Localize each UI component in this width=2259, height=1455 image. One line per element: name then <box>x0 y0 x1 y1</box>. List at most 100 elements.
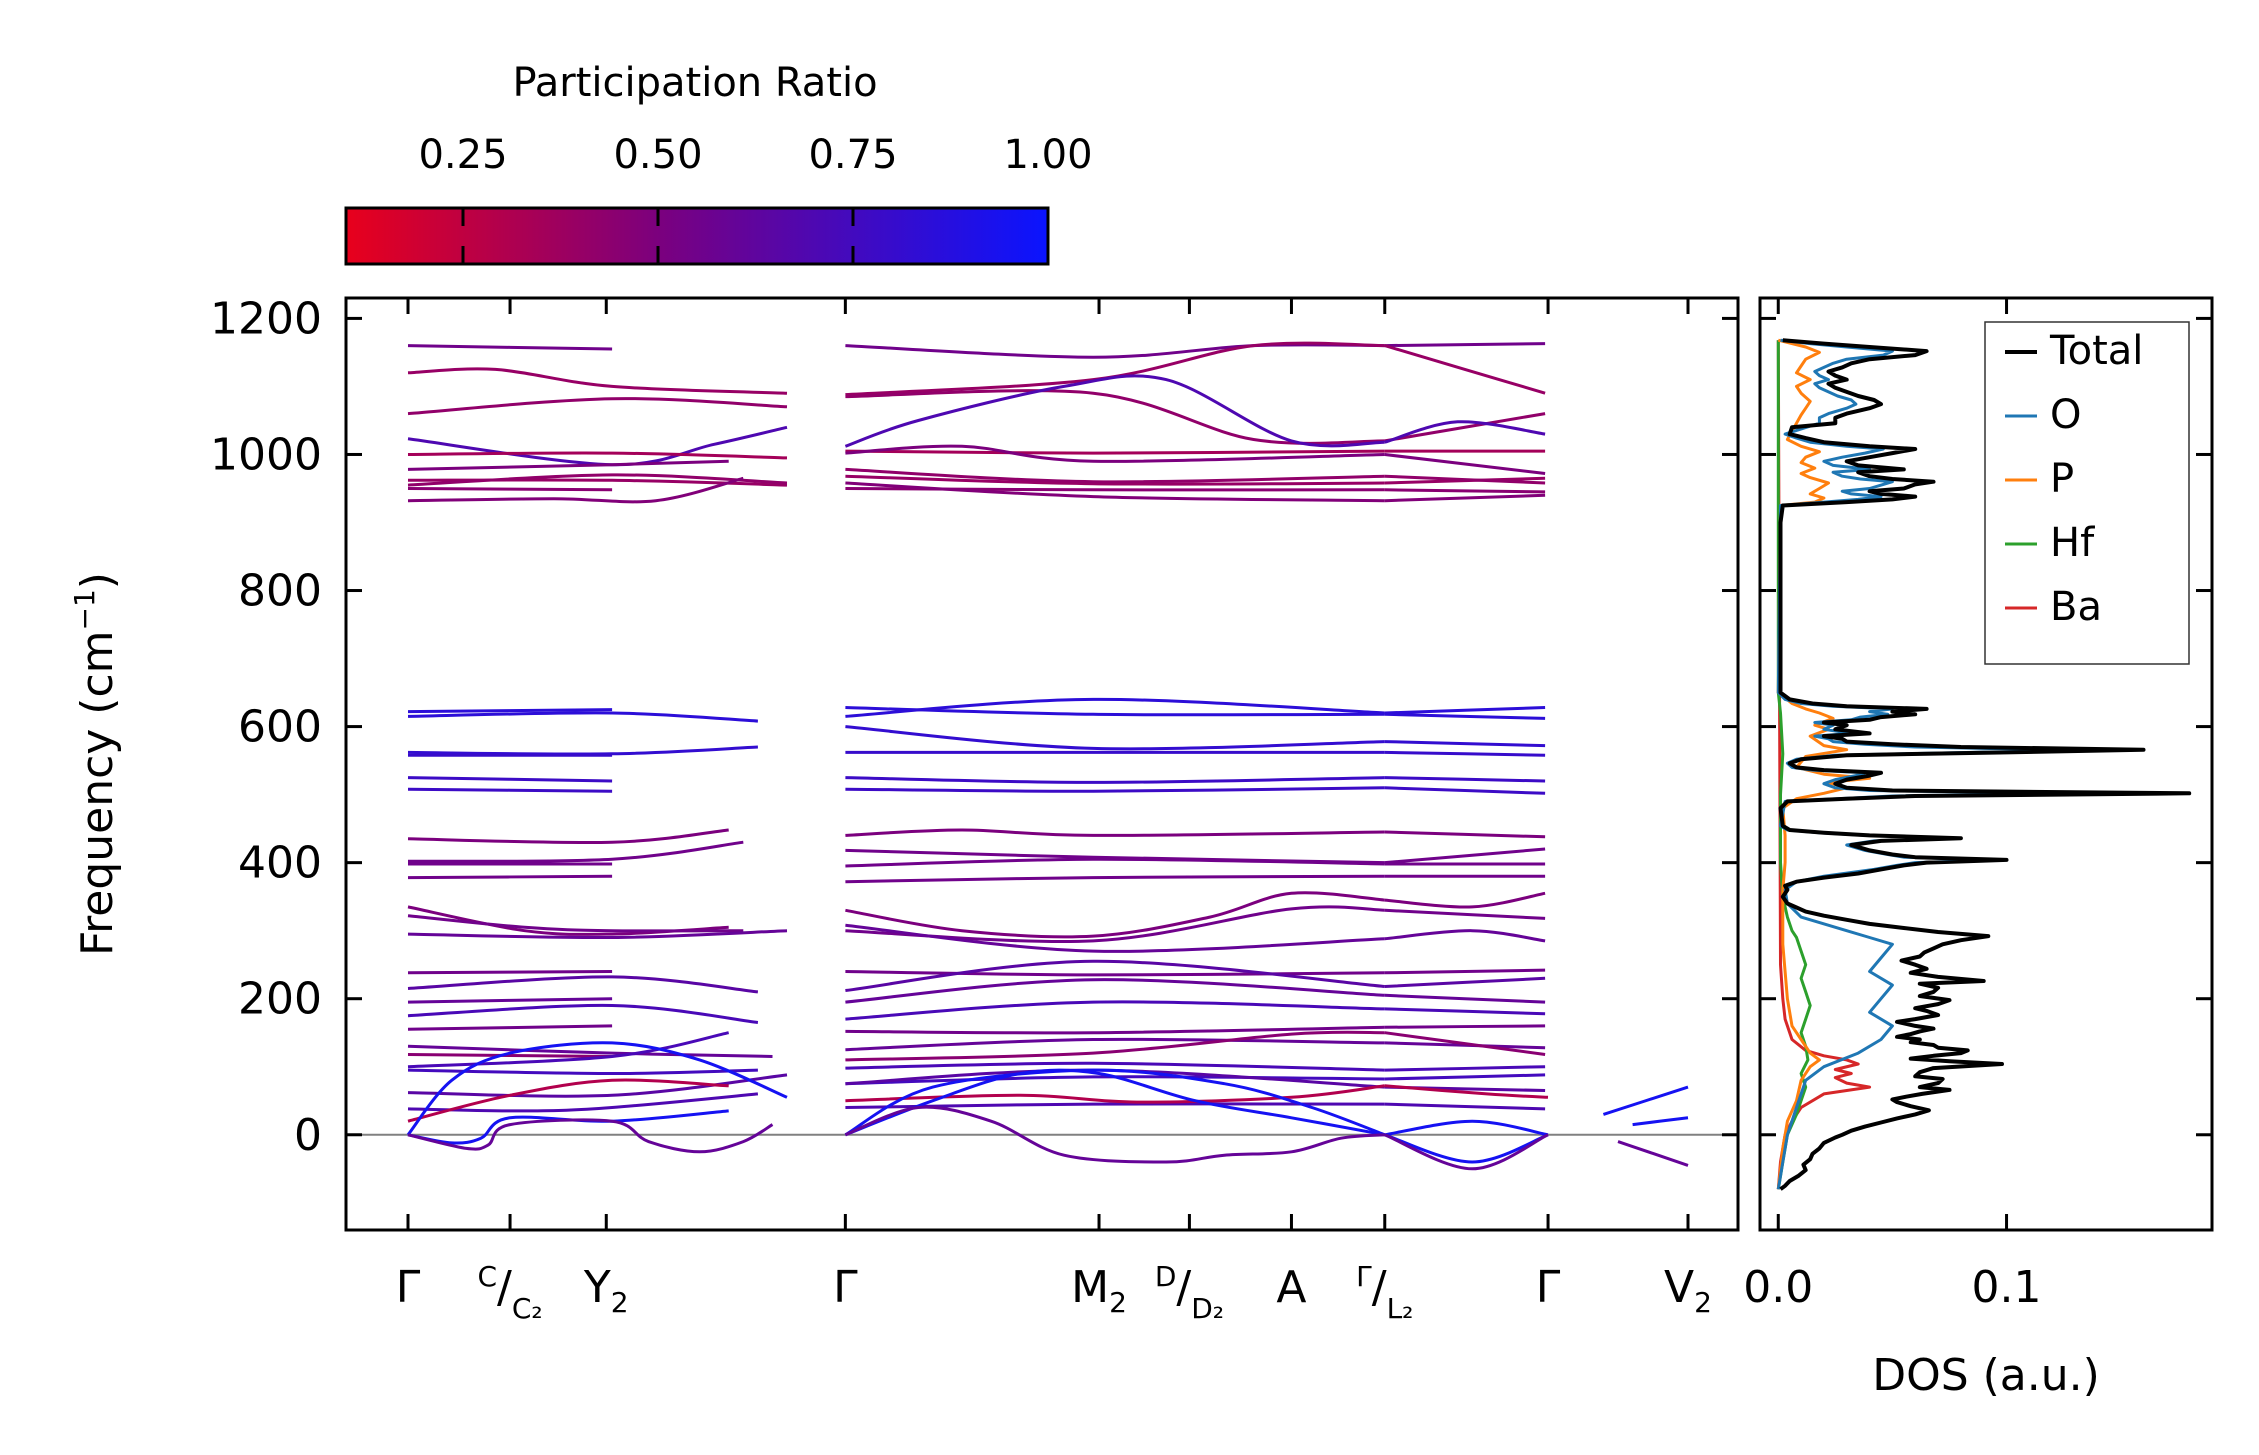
band-31-piece-0 <box>407 1068 758 1075</box>
band-27-piece-0 <box>407 1024 613 1031</box>
band-17-piece-2 <box>1384 847 1546 865</box>
band-35-piece-0 <box>406 1041 788 1136</box>
band-34-piece-2 <box>1384 1084 1549 1099</box>
band-31-piece-2 <box>1384 1073 1546 1081</box>
legend-label-ba: Ba <box>2050 584 2102 630</box>
legend-items: Total OP Hf Ba <box>2005 328 2143 630</box>
band-29-piece-1 <box>845 1030 1385 1062</box>
dos-plot-frame <box>1758 296 2214 1232</box>
y-tick-label-0: 0 <box>294 1110 322 1161</box>
k-tick-label-4: M2 <box>1071 1262 1127 1319</box>
band-5-piece-1 <box>845 444 1385 463</box>
band-28-piece-0 <box>407 1044 773 1058</box>
legend-label-hf: Hf <box>2050 520 2095 566</box>
band-12-piece-2 <box>1384 740 1546 748</box>
band-35-piece-1 <box>844 1068 1386 1137</box>
k-label-sup-5: D <box>1155 1260 1177 1293</box>
band-7-piece-0 <box>407 473 788 487</box>
band-22-piece-2 <box>1384 929 1546 943</box>
band-33-piece-2 <box>1384 1102 1546 1111</box>
band-36-piece-2 <box>1384 1133 1549 1164</box>
band-30-piece-2 <box>1384 1065 1546 1072</box>
band-25-piece-1 <box>845 978 1385 1004</box>
band-33-piece-0 <box>407 1092 759 1113</box>
band-15-piece-2 <box>1384 786 1546 795</box>
band-28-piece-1 <box>845 1037 1385 1052</box>
band-7-piece-1 <box>845 467 1385 484</box>
band-14-piece-0 <box>407 776 613 783</box>
colorbar-tick-label-1: 0.50 <box>613 132 702 178</box>
band-plot-frame <box>344 296 1740 1232</box>
k-label-sup-1: C <box>477 1260 497 1293</box>
band-10-piece-2 <box>1384 706 1546 715</box>
y-tick-label-4: 800 <box>238 566 322 617</box>
band-37-piece-1 <box>844 1105 1385 1164</box>
band-4-piece-1 <box>845 449 1385 455</box>
band-33-piece-1 <box>845 1102 1385 1109</box>
band-17-piece-0 <box>407 840 744 863</box>
band-4-piece-0 <box>407 451 788 460</box>
band-1-piece-0 <box>407 367 788 395</box>
k-label-main-0: Γ <box>396 1262 421 1313</box>
k-label-main-3: Γ <box>833 1262 858 1313</box>
frequency-axis: 0 200 400 600 800 1000 1200 <box>210 293 1738 1161</box>
band-12-piece-0 <box>407 745 758 756</box>
k-tick-label-8: Γ <box>1536 1262 1561 1313</box>
y-tick-label-6: 1200 <box>210 293 322 344</box>
band-3-piece-0 <box>407 425 788 467</box>
k-label-slash-1: / <box>497 1262 512 1313</box>
k-tick-label-2: Y2 <box>583 1262 629 1319</box>
legend: Total OP Hf Ba <box>1984 321 2190 665</box>
k-label-main-2: Y <box>583 1262 611 1313</box>
band-12-piece-1 <box>845 725 1385 751</box>
dos-series-p <box>1776 338 1872 1190</box>
band-35-piece-3 <box>1602 1085 1689 1116</box>
k-tick-label-1: C/C₂ <box>477 1260 542 1325</box>
band-27-piece-2 <box>1384 1024 1546 1029</box>
band-11-piece-1 <box>845 706 1385 717</box>
band-0-piece-2 <box>1384 342 1546 348</box>
band-2-piece-0 <box>407 397 788 416</box>
band-28-piece-2 <box>1384 1041 1546 1050</box>
dos-series-total <box>1778 338 2192 1191</box>
band-24-piece-2 <box>1384 976 1546 988</box>
band-22-piece-0 <box>407 929 788 940</box>
band-8-piece-1 <box>845 487 1385 492</box>
band-16-piece-2 <box>1384 830 1546 839</box>
k-label-sub-4: 2 <box>1109 1286 1127 1319</box>
y-tick-label-1: 200 <box>238 974 322 1025</box>
band-29-piece-2 <box>1384 1031 1546 1056</box>
band-5-piece-2 <box>1384 453 1546 475</box>
band-6-piece-0 <box>407 478 788 487</box>
band-30-piece-0 <box>407 1031 730 1069</box>
band-25-piece-0 <box>407 997 613 1004</box>
band-20-piece-1 <box>845 891 1385 939</box>
band-18-piece-1 <box>845 857 1385 868</box>
dos-curves <box>1776 338 2192 1191</box>
legend-label-p: P <box>2050 456 2074 502</box>
dos-panel: 0.0 0.1 DOS (a.u.) Total OP Hf Ba <box>1743 296 2214 1401</box>
band-22-piece-1 <box>845 923 1385 953</box>
band-15-piece-0 <box>407 787 613 793</box>
k-label-slash-5: / <box>1176 1262 1191 1313</box>
band-37-piece-3 <box>1617 1140 1689 1167</box>
band-9-piece-2 <box>1384 493 1546 503</box>
colorbar-tick-label-2: 0.75 <box>808 132 897 178</box>
colorbar: Participation Ratio 0.25 0.50 0.75 1.00 <box>344 60 1093 266</box>
band-34-piece-0 <box>407 1078 729 1123</box>
band-2-piece-1 <box>845 389 1385 445</box>
k-tick-label-9: V2 <box>1664 1262 1712 1319</box>
band-29-piece-0 <box>407 1053 613 1058</box>
band-31-piece-1 <box>845 1075 1385 1086</box>
band-14-piece-1 <box>845 776 1385 784</box>
k-label-sub-2: 2 <box>611 1286 629 1319</box>
k-label-sub-1: C₂ <box>512 1292 543 1325</box>
band-13-piece-2 <box>1384 750 1546 757</box>
band-20-piece-2 <box>1384 891 1546 909</box>
colorbar-tick-label-3: 1.00 <box>1003 132 1092 178</box>
band-1-piece-1 <box>845 341 1385 397</box>
band-19-piece-1 <box>845 874 1385 884</box>
k-tick-label-5: D/D₂ <box>1155 1260 1224 1325</box>
band-27-piece-1 <box>845 1025 1385 1035</box>
